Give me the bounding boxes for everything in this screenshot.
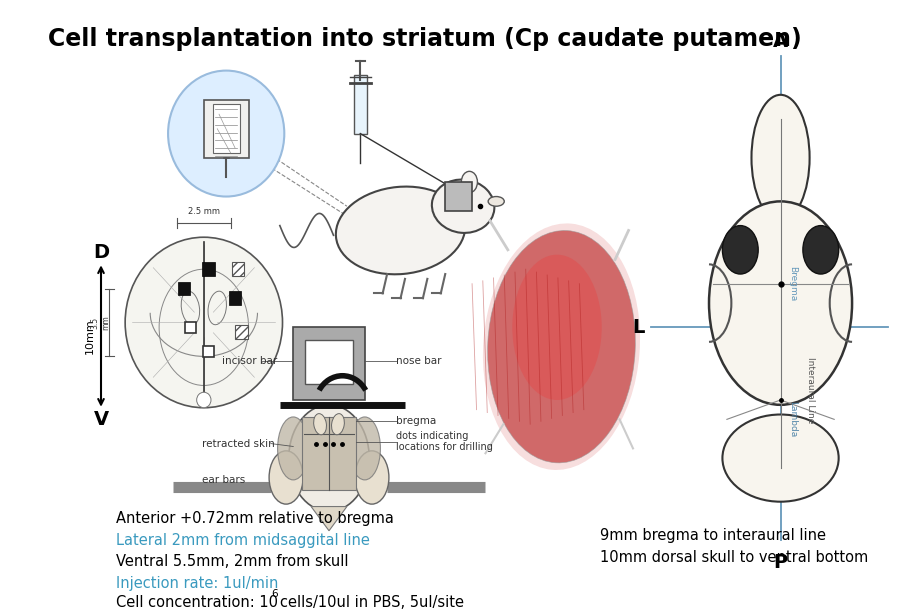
Text: nose bar: nose bar (396, 356, 442, 366)
Ellipse shape (483, 223, 640, 470)
Text: dots indicating
locations for drilling: dots indicating locations for drilling (396, 431, 493, 452)
Bar (229, 291, 241, 305)
Text: A: A (773, 32, 788, 51)
Bar (185, 321, 196, 333)
Ellipse shape (722, 414, 839, 501)
Text: 2.5 mm: 2.5 mm (188, 207, 220, 216)
Ellipse shape (269, 451, 303, 504)
Text: Anterior +0.72mm relative to bregma: Anterior +0.72mm relative to bregma (116, 511, 394, 525)
Ellipse shape (709, 202, 852, 405)
Ellipse shape (461, 172, 477, 192)
Bar (178, 282, 190, 295)
Ellipse shape (336, 186, 466, 274)
Text: retracted skin: retracted skin (202, 438, 275, 449)
Bar (305, 340, 353, 384)
Text: Ventral 5.5mm, 2mm from skull: Ventral 5.5mm, 2mm from skull (116, 555, 348, 569)
Circle shape (168, 70, 284, 197)
Text: ear bars: ear bars (202, 476, 245, 485)
Text: cells/10ul in PBS, 5ul/site: cells/10ul in PBS, 5ul/site (281, 595, 465, 610)
Bar (202, 262, 215, 276)
Text: L: L (632, 318, 645, 337)
Ellipse shape (488, 197, 505, 206)
Text: 9mm bregma to interaural line: 9mm bregma to interaural line (600, 528, 826, 543)
Ellipse shape (487, 230, 635, 463)
Ellipse shape (355, 451, 389, 504)
Bar (445, 182, 472, 211)
Bar (231, 262, 244, 276)
Text: 10mm dorsal skull to ventral bottom: 10mm dorsal skull to ventral bottom (600, 550, 868, 565)
Bar (354, 75, 366, 134)
Ellipse shape (432, 180, 495, 233)
Bar (293, 327, 364, 400)
Text: Cell transplantation into striatum (Cp caudate putamen): Cell transplantation into striatum (Cp c… (48, 26, 802, 50)
Text: Cell concentration: 10: Cell concentration: 10 (116, 595, 278, 610)
Text: Lambda: Lambda (788, 402, 797, 438)
Ellipse shape (313, 414, 326, 435)
Ellipse shape (349, 417, 381, 480)
Ellipse shape (278, 417, 309, 480)
Ellipse shape (752, 95, 810, 221)
Bar (213, 104, 240, 153)
Text: 6: 6 (271, 589, 278, 599)
Bar (235, 326, 248, 339)
Ellipse shape (512, 254, 602, 400)
Ellipse shape (289, 405, 369, 511)
Bar (302, 417, 356, 490)
Text: Bregma: Bregma (788, 266, 797, 302)
Ellipse shape (332, 414, 344, 435)
Text: Interaural Line: Interaural Line (805, 357, 814, 424)
Circle shape (125, 237, 282, 408)
Text: Injection rate: 1ul/min: Injection rate: 1ul/min (116, 576, 278, 592)
Text: bregma: bregma (396, 416, 436, 426)
Ellipse shape (803, 226, 839, 274)
Text: 3.5
mm: 3.5 mm (90, 315, 110, 330)
Polygon shape (312, 506, 347, 531)
Bar (203, 346, 214, 357)
Text: Lateral 2mm from midsaggital line: Lateral 2mm from midsaggital line (116, 533, 370, 547)
Circle shape (197, 392, 211, 408)
Text: incisor bar: incisor bar (221, 356, 277, 366)
Text: 10mm: 10mm (86, 318, 96, 354)
Bar (204, 100, 249, 158)
Text: P: P (773, 553, 788, 572)
Text: V: V (94, 410, 108, 429)
Ellipse shape (722, 226, 758, 274)
Text: D: D (93, 243, 109, 262)
